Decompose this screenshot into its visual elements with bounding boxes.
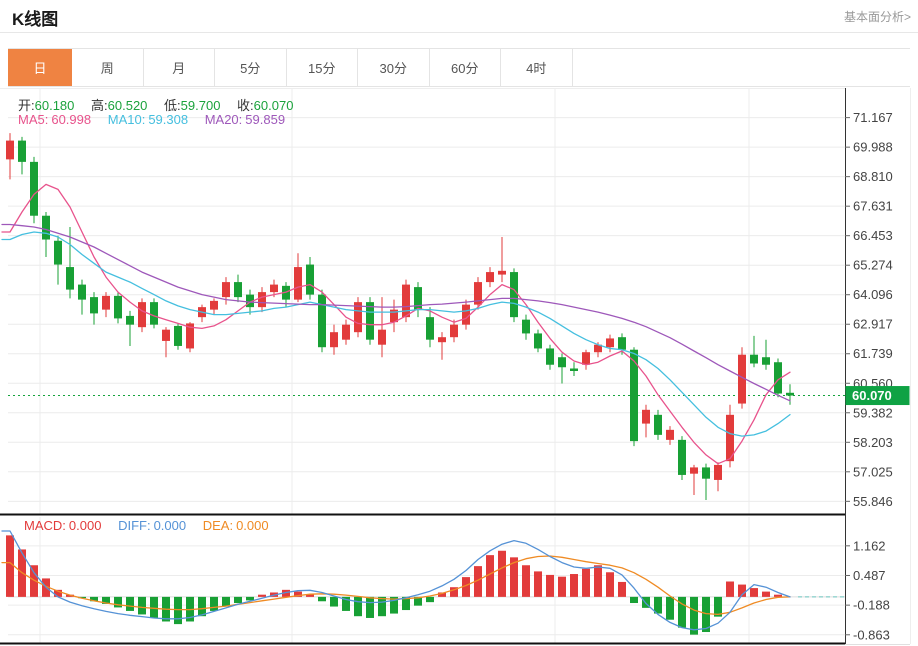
interval-tabs: 日 周 月 5分 15分 30分 60分 4时 (8, 48, 910, 87)
kline-chart-svg[interactable]: 71.167 69.988 68.810 67.631 66.453 65.274 64.0… (0, 88, 918, 646)
candles-layer (6, 133, 794, 500)
svg-text:68.810: 68.810 (853, 169, 893, 184)
svg-text:0.487: 0.487 (853, 568, 886, 583)
svg-text:-0.188: -0.188 (853, 598, 890, 613)
svg-text:1.162: 1.162 (853, 538, 886, 553)
ma20-line (1, 223, 791, 402)
svg-text:58.203: 58.203 (853, 435, 893, 450)
diff-line (1, 530, 791, 631)
svg-text:69.988: 69.988 (853, 140, 893, 155)
tab-15min[interactable]: 15分 (286, 49, 358, 86)
svg-text:65.274: 65.274 (853, 258, 893, 273)
svg-text:55.846: 55.846 (853, 494, 893, 509)
macd-axis-labels: 1.162 0.487 -0.188 -0.863 (845, 538, 890, 642)
current-price-badge: 60.070 (845, 386, 910, 406)
tab-30min[interactable]: 30分 (358, 49, 430, 86)
svg-text:60.070: 60.070 (852, 388, 892, 403)
panel-borders (0, 88, 911, 645)
svg-text:62.917: 62.917 (853, 317, 893, 332)
ma5-line (1, 183, 791, 465)
dea-line (1, 555, 791, 616)
tab-5min[interactable]: 5分 (215, 49, 287, 86)
svg-text:66.453: 66.453 (853, 228, 893, 243)
tab-60min[interactable]: 60分 (429, 49, 501, 86)
chart-area: 71.167 69.988 68.810 67.631 66.453 65.274 64.0… (0, 88, 918, 646)
page-title: K线图 (12, 10, 59, 29)
tabs-filler (573, 49, 911, 86)
macd-histogram (6, 535, 782, 635)
svg-text:64.096: 64.096 (853, 287, 893, 302)
tab-4hour[interactable]: 4时 (501, 49, 573, 86)
tab-week[interactable]: 周 (72, 49, 144, 86)
fundamental-analysis-link[interactable]: 基本面分析> (843, 10, 911, 24)
svg-text:-0.863: -0.863 (853, 627, 890, 642)
svg-text:61.739: 61.739 (853, 346, 893, 361)
svg-text:57.025: 57.025 (853, 464, 893, 479)
gridlines (8, 88, 845, 643)
tab-day[interactable]: 日 (8, 49, 72, 86)
svg-text:71.167: 71.167 (853, 110, 893, 125)
ma10-line (1, 231, 791, 437)
svg-text:67.631: 67.631 (853, 199, 893, 214)
price-axis-labels: 71.167 69.988 68.810 67.631 66.453 65.274 64.0… (845, 110, 893, 509)
svg-text:59.382: 59.382 (853, 405, 893, 420)
page-header: K线图 基本面分析> (0, 0, 918, 33)
tab-month[interactable]: 月 (143, 49, 215, 86)
